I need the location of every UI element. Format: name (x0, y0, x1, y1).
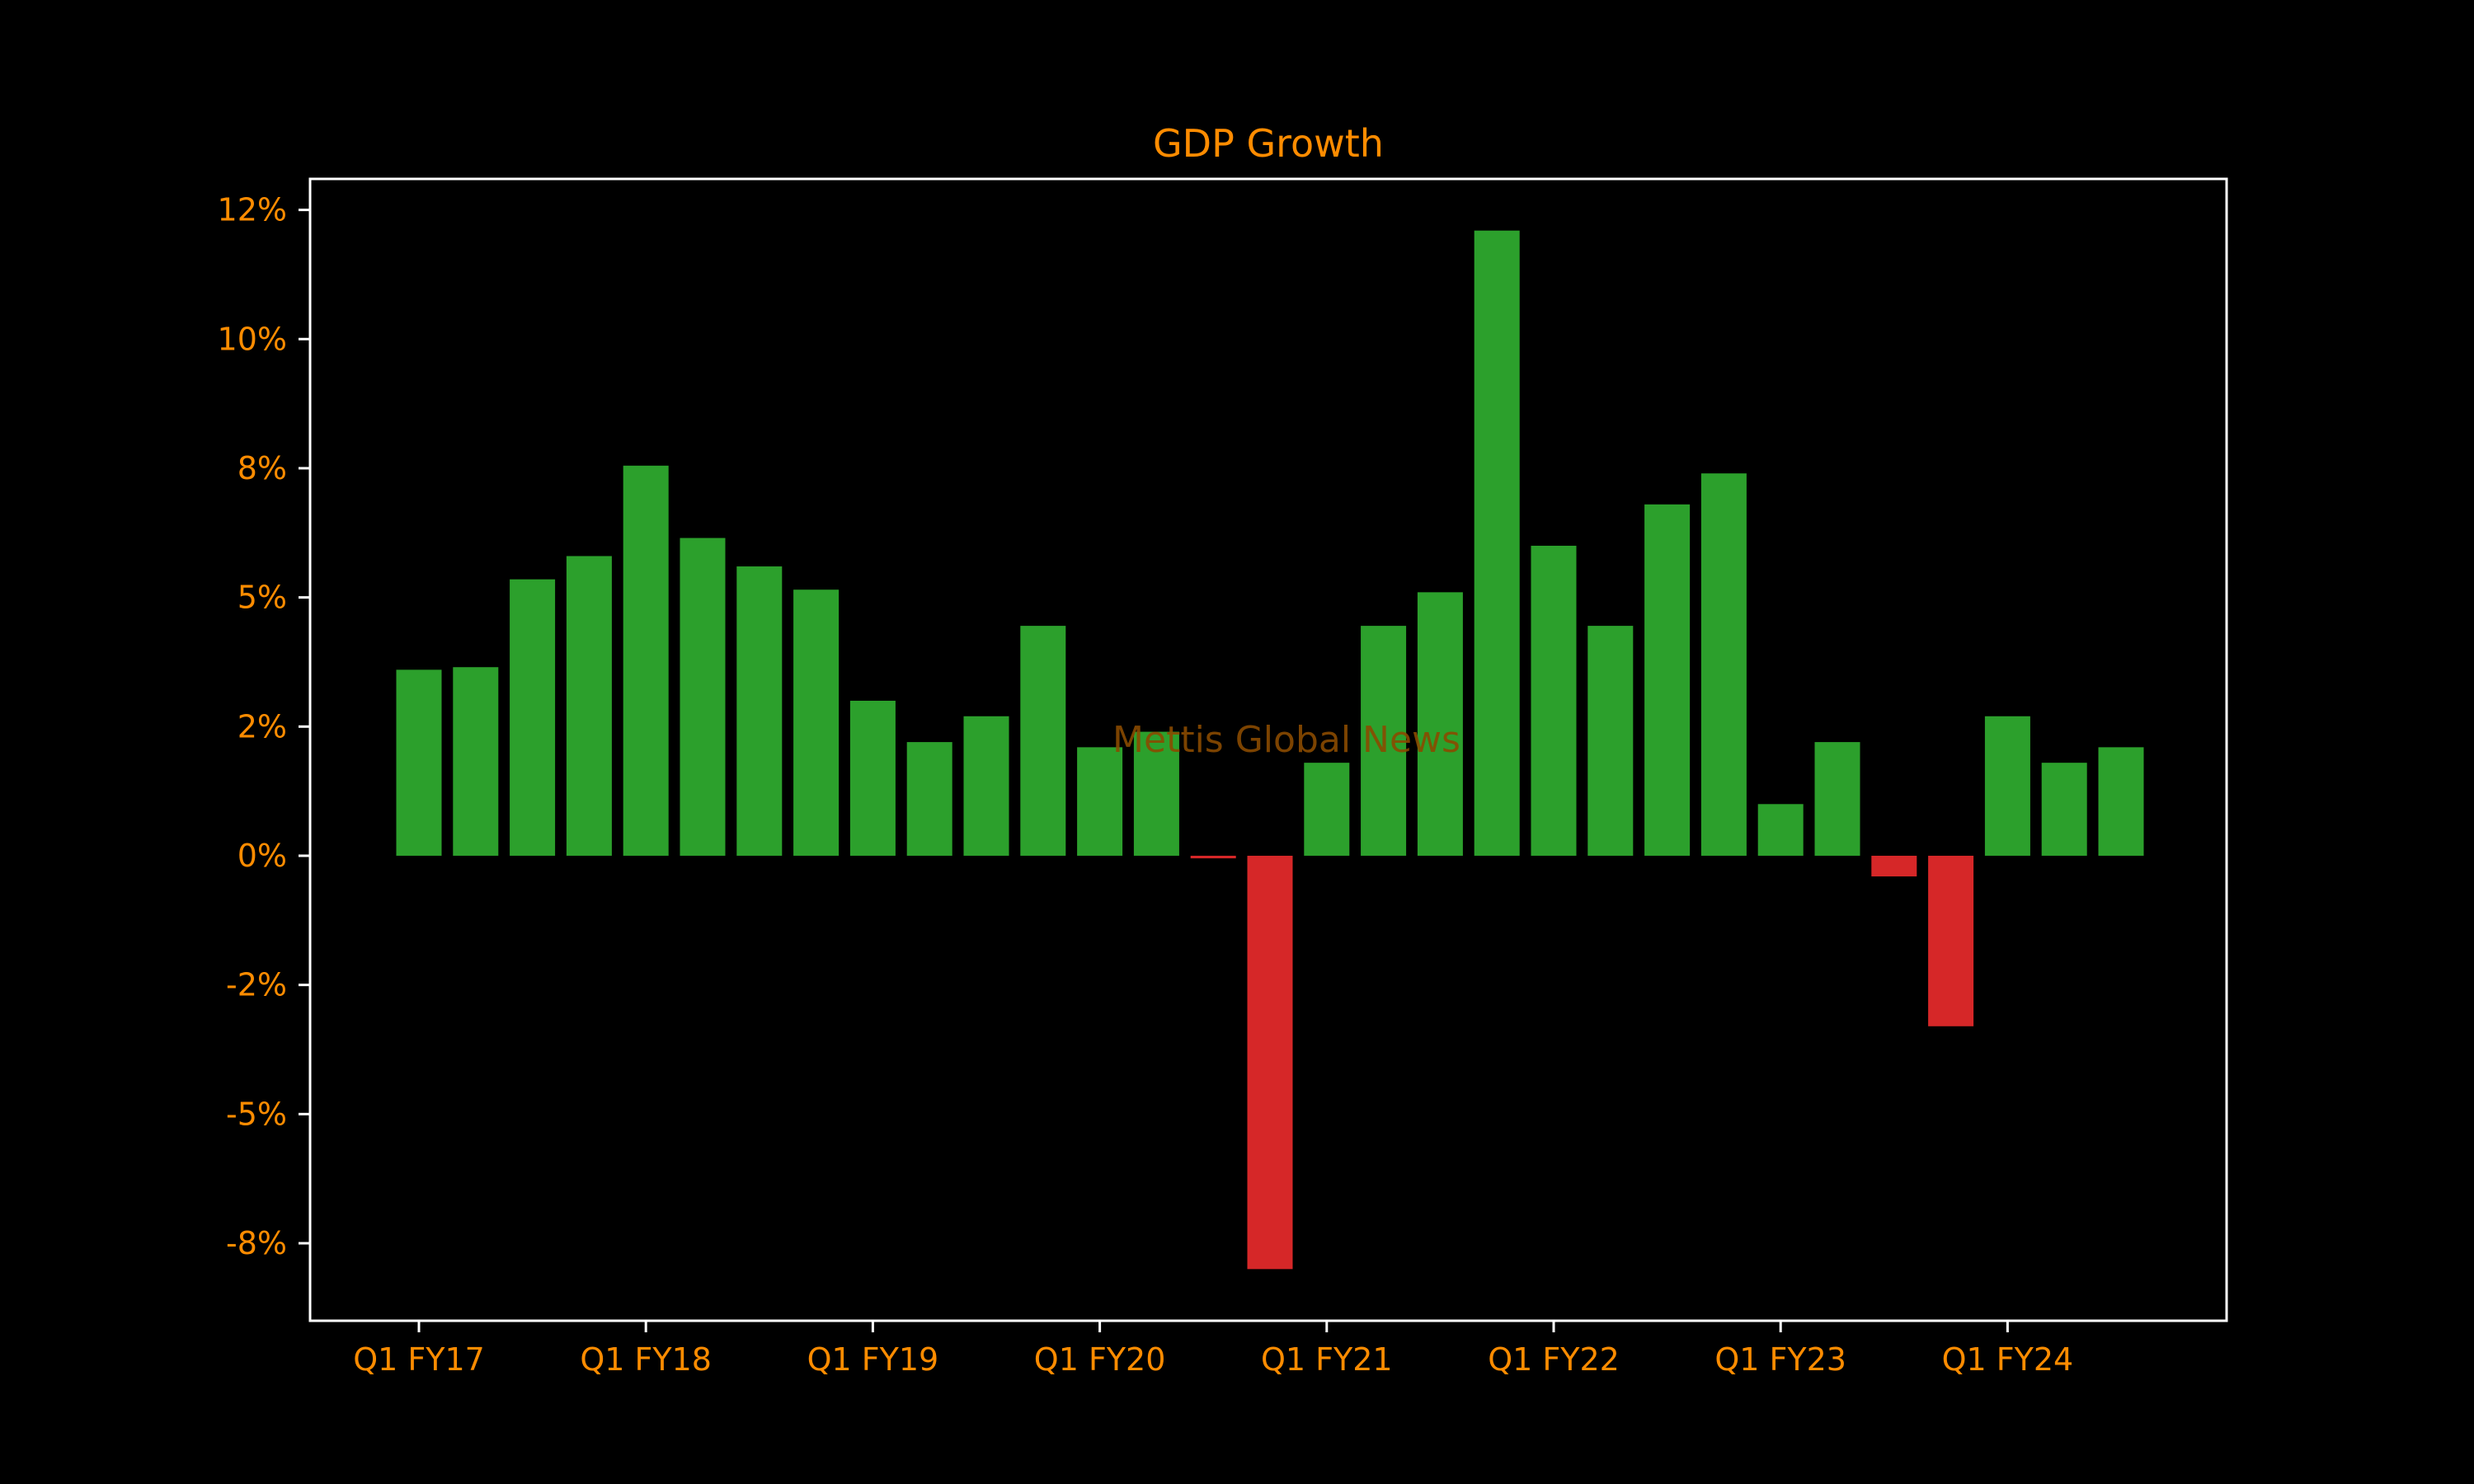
y-tick-label: 12% (218, 192, 287, 228)
bar-q2-fy17 (453, 667, 499, 856)
x-tick-label: Q1 FY17 (353, 1341, 485, 1378)
bar-q4-fy23 (1928, 855, 1974, 1026)
bar-q2-fy24 (2041, 763, 2087, 856)
y-tick-label: -2% (226, 967, 287, 1003)
bar-q2-fy19 (906, 742, 952, 856)
bar-q2-fy21 (1361, 626, 1407, 856)
watermark-text: Mettis Global News (1112, 719, 1460, 761)
plot-frame (308, 177, 2228, 1322)
bar-q2-fy22 (1587, 626, 1634, 856)
x-tick-label: Q1 FY24 (1942, 1341, 2074, 1378)
bar-q3-fy21 (1417, 592, 1463, 856)
bar-q3-fy17 (510, 579, 556, 856)
y-tick-label: 10% (218, 321, 287, 357)
x-tick-label: Q1 FY20 (1034, 1341, 1166, 1378)
bar-q1-fy18 (623, 465, 669, 856)
bar-q2-fy20 (1133, 731, 1179, 856)
bar-q2-fy23 (1814, 742, 1860, 856)
bar-q3-fy18 (736, 566, 783, 856)
y-tick-label: 5% (238, 580, 287, 616)
bar-q4-fy18 (793, 589, 840, 856)
bar-q1-fy19 (849, 700, 896, 856)
bar-q1-fy17 (396, 669, 442, 856)
chart-title: GDP Growth (1153, 121, 1384, 166)
y-tick-label: 2% (238, 708, 287, 744)
bar-q3-fy20 (1190, 855, 1236, 859)
x-axis: Q1 FY17 Q1 FY18 Q1 FY19 Q1 FY20 Q1 FY21 Q1 FY… (353, 1321, 2073, 1378)
y-axis: 12% 10% 8% 5% 2% 0% -2% -5% -8% (218, 192, 310, 1261)
bar-q4-fy17 (566, 556, 612, 856)
x-tick-label: Q1 FY21 (1261, 1341, 1393, 1378)
bar-q4-fy21 (1474, 230, 1520, 856)
x-tick-label: Q1 FY23 (1714, 1341, 1846, 1378)
y-tick-label: 0% (238, 838, 287, 874)
bar-q3-fy22 (1644, 504, 1691, 856)
bar-q1-fy22 (1531, 545, 1577, 856)
x-tick-label: Q1 FY19 (807, 1341, 939, 1378)
bar-q4-fy22 (1700, 473, 1747, 856)
y-tick-label: -5% (226, 1096, 287, 1132)
bar-q1-fy20 (1077, 747, 1123, 856)
bar-q3-fy23 (1871, 855, 1917, 877)
bar-q3-fy19 (963, 716, 1009, 856)
bar-q4-fy19 (1020, 626, 1066, 856)
x-tick-label: Q1 FY18 (580, 1341, 712, 1378)
bar-q4-fy20 (1247, 855, 1293, 1270)
y-tick-label: -8% (226, 1225, 287, 1261)
bar-q1-fy21 (1304, 763, 1350, 856)
bar-q2-fy18 (680, 538, 726, 856)
x-tick-label: Q1 FY22 (1488, 1341, 1620, 1378)
bar-q1-fy24 (1984, 716, 2030, 856)
bar-q1-fy23 (1757, 804, 1804, 856)
bars-group (396, 230, 2144, 1270)
bar-q3-fy24 (2098, 747, 2144, 856)
y-tick-label: 8% (238, 450, 287, 486)
